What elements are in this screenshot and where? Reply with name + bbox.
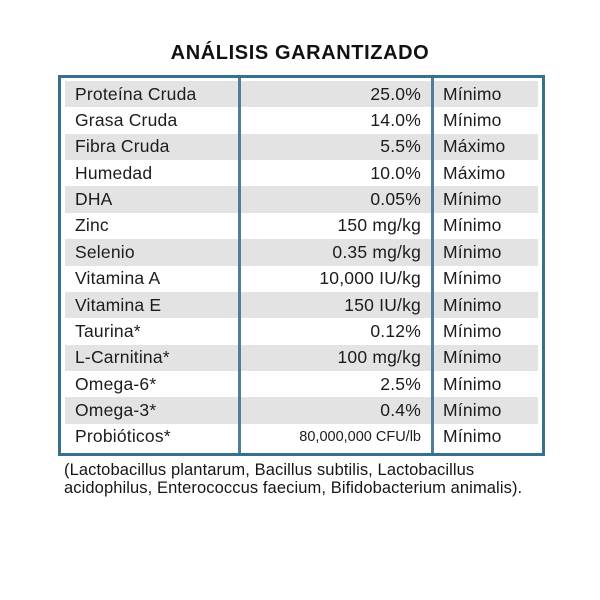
nutrient-value: 0.4% xyxy=(380,399,421,420)
nutrient-name: Vitamina A xyxy=(75,268,161,289)
nutrient-basis: Mínimo xyxy=(443,110,502,131)
column-divider-2 xyxy=(431,78,434,453)
nutrient-name: Selenio xyxy=(75,241,135,262)
nutrient-basis: Mínimo xyxy=(443,268,502,289)
table-row: Omega-6* 2.5% Mínimo xyxy=(65,370,538,398)
nutrient-value: 2.5% xyxy=(380,373,421,394)
guaranteed-analysis-table: Proteína Cruda 25.0% Mínimo Grasa Cruda 14.0… xyxy=(58,75,545,456)
nutrient-basis: Máximo xyxy=(443,136,506,157)
nutrient-basis: Mínimo xyxy=(443,373,502,394)
nutrient-name: Zinc xyxy=(75,215,109,236)
nutrient-name: Taurina* xyxy=(75,320,141,341)
nutrient-name: Humedad xyxy=(75,162,153,183)
table-row: Omega-3* 0.4% Mínimo xyxy=(65,397,538,424)
nutrient-name: Proteína Cruda xyxy=(75,83,197,104)
table-row: Taurina* 0.12% Mínimo xyxy=(65,318,538,345)
nutrient-value: 10,000 IU/kg xyxy=(319,268,421,289)
table-row: Vitamina A 10,000 IU/kg Mínimo xyxy=(65,265,538,292)
nutrient-name: L-Carnitina* xyxy=(75,347,170,368)
table-row: Selenio 0.35 mg/kg Mínimo xyxy=(65,239,538,266)
nutrient-value: 150 IU/kg xyxy=(344,294,421,315)
nutrient-value: 150 mg/kg xyxy=(337,215,421,236)
nutrient-basis: Mínimo xyxy=(443,347,502,368)
page-title: ANÁLISIS GARANTIZADO xyxy=(170,42,430,64)
nutrient-value: 14.0% xyxy=(370,110,421,131)
table-row: Vitamina E 150 IU/kg Mínimo xyxy=(65,291,538,319)
nutrient-name: Fibra Cruda xyxy=(75,136,170,157)
nutrient-basis: Mínimo xyxy=(443,189,502,210)
table-row: Probióticos* 80,000,000 CFU/lb Mínimo xyxy=(65,423,538,451)
table-row: DHA 0.05% Mínimo xyxy=(65,186,538,213)
nutrient-name: DHA xyxy=(75,189,113,210)
table-row: L-Carnitina* 100 mg/kg Mínimo xyxy=(65,344,538,371)
nutrient-value: 25.0% xyxy=(370,83,421,104)
table-row: Proteína Cruda 25.0% Mínimo xyxy=(65,81,538,108)
table-row: Zinc 150 mg/kg Mínimo xyxy=(65,212,538,240)
nutrient-value: 80,000,000 CFU/lb xyxy=(299,428,421,445)
nutrient-value: 5.5% xyxy=(380,136,421,157)
nutrient-name: Probióticos* xyxy=(75,426,171,447)
table-rows: Proteína Cruda 25.0% Mínimo Grasa Cruda 14.0… xyxy=(65,81,538,451)
nutrient-value: 0.35 mg/kg xyxy=(332,241,421,262)
nutrient-basis: Mínimo xyxy=(443,320,502,341)
nutrient-value: 0.05% xyxy=(370,189,421,210)
table-row: Humedad 10.0% Máximo xyxy=(65,160,538,187)
probiotics-footnote: (Lactobacillus plantarum, Bacillus subti… xyxy=(64,461,523,498)
nutrient-basis: Mínimo xyxy=(443,399,502,420)
table-row: Fibra Cruda 5.5% Máximo xyxy=(65,133,538,161)
nutrient-basis: Mínimo xyxy=(443,426,502,447)
table-row: Grasa Cruda 14.0% Mínimo xyxy=(65,107,538,134)
nutrient-name: Vitamina E xyxy=(75,294,162,315)
nutrient-name: Grasa Cruda xyxy=(75,110,178,131)
nutrient-basis: Mínimo xyxy=(443,241,502,262)
nutrient-basis: Máximo xyxy=(443,162,506,183)
nutrient-basis: Mínimo xyxy=(443,294,502,315)
nutrient-basis: Mínimo xyxy=(443,83,502,104)
nutrient-name: Omega-6* xyxy=(75,373,157,394)
nutrient-value: 100 mg/kg xyxy=(337,347,421,368)
nutrient-name: Omega-3* xyxy=(75,399,157,420)
nutrient-basis: Mínimo xyxy=(443,215,502,236)
nutrient-value: 10.0% xyxy=(370,162,421,183)
column-divider-1 xyxy=(238,78,241,453)
nutrient-value: 0.12% xyxy=(370,320,421,341)
